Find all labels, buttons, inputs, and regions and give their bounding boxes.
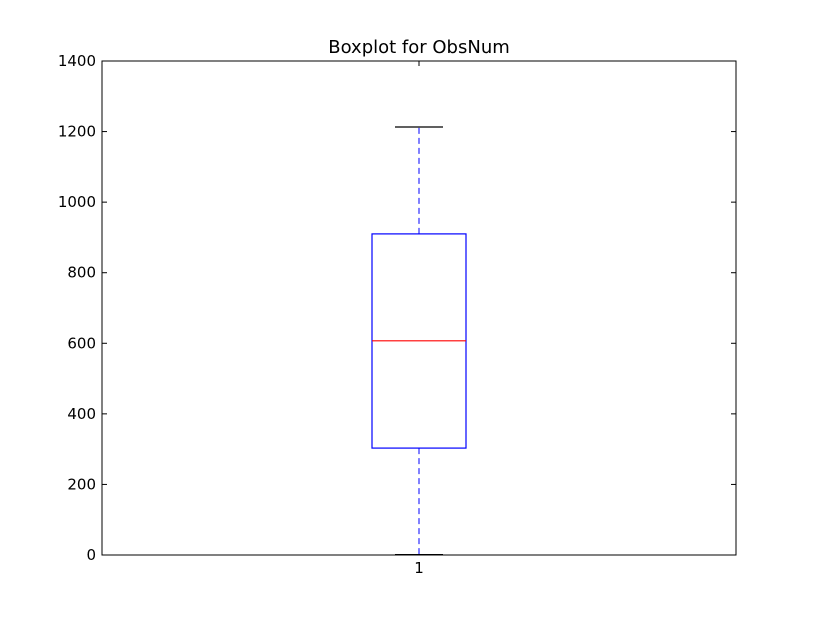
y-tick-label: 0 xyxy=(86,546,96,564)
y-tick-label: 800 xyxy=(67,264,96,282)
y-tick-label: 1200 xyxy=(58,123,96,141)
y-tick-label: 1400 xyxy=(58,52,96,70)
y-tick-label: 1000 xyxy=(58,193,96,211)
chart-title: Boxplot for ObsNum xyxy=(328,37,510,58)
y-tick-label: 600 xyxy=(67,334,96,352)
x-tick-label: 1 xyxy=(414,559,424,577)
y-tick-label: 200 xyxy=(67,475,96,493)
y-tick-label: 400 xyxy=(67,405,96,423)
plot-area: 0 200 400 600 800 1000 1200 1400 1 xyxy=(58,52,737,577)
